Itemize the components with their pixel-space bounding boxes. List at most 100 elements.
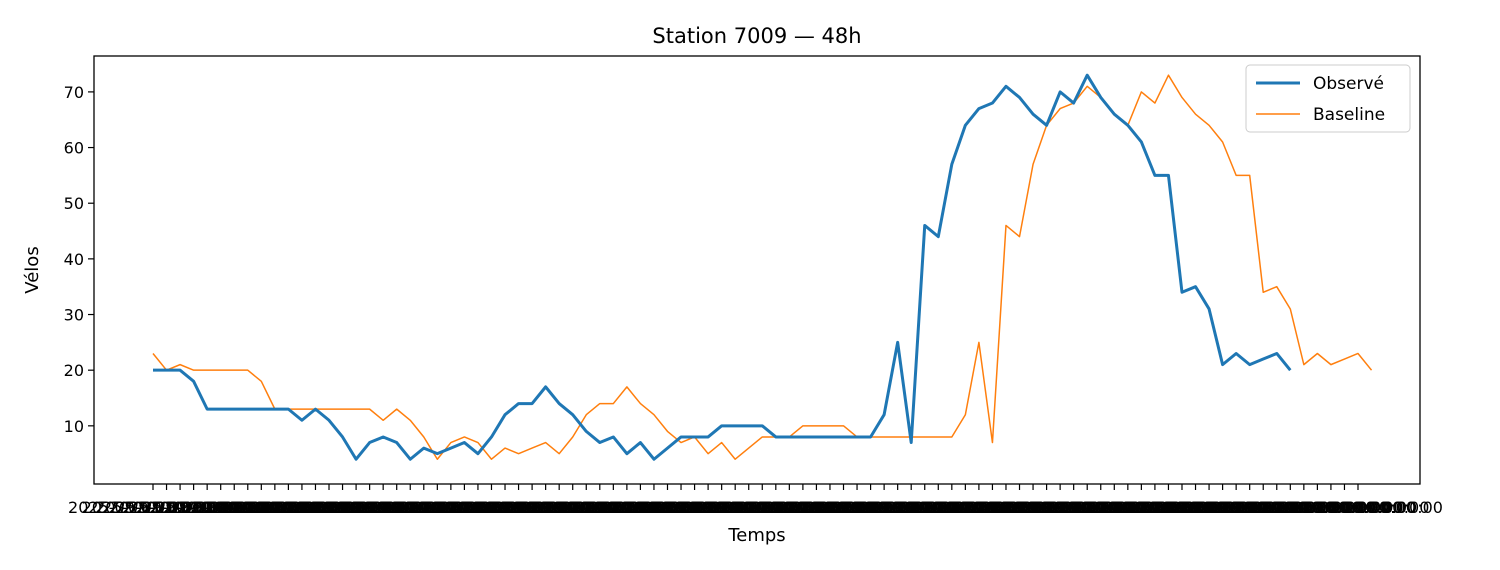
y-tick-label: 50 [64, 194, 84, 213]
x-tick-label: 2025-09-01 00:00:00 [853, 498, 1023, 517]
x-tick-label: 2025-09-01 00:00:00 [1232, 498, 1402, 517]
x-tick-label: 2025-09-01 00:00:00 [948, 498, 1118, 517]
legend-label-baseline: Baseline [1313, 105, 1385, 125]
x-tick-label: 2025-09-01 00:00:00 [1002, 498, 1172, 517]
x-tick-label: 2025-09-01 00:00:00 [650, 498, 820, 517]
plot-area-frame [93, 55, 1421, 485]
x-tick-label: 2025-09-01 00:00:00 [325, 498, 495, 517]
x-tick-label: 2025-09-01 00:00:00 [1070, 498, 1240, 517]
x-tick-label: 2025-09-01 00:00:00 [799, 498, 969, 517]
x-tick-label: 2025-09-01 00:00:00 [488, 498, 658, 517]
series-line-observe [153, 73, 1292, 461]
x-tick-label: 2025-09-01 00:00:00 [1151, 498, 1321, 517]
x-tick-label: 2025-09-01 00:00:00 [447, 498, 617, 517]
x-tick-label: 2025-09-01 00:00:00 [894, 498, 1064, 517]
x-tick-label: 2025-09-01 00:00:00 [176, 498, 346, 517]
x-tick-label: 2025-09-01 00:00:00 [637, 498, 807, 517]
x-tick-label: 2025-09-01 00:00:00 [1138, 498, 1308, 517]
x-tick-label: 2025-09-01 00:00:00 [907, 498, 1077, 517]
x-tick-label: 2025-09-01 00:00:00 [339, 498, 509, 517]
x-tick-label: 2025-09-01 00:00:00 [975, 498, 1145, 517]
x-tick-label: 2025-09-01 00:00:00 [420, 498, 590, 517]
x-tick-label: 2025-09-01 00:00:00 [1219, 498, 1389, 517]
x-tick-label: 2025-09-01 00:00:00 [528, 498, 698, 517]
x-tick-label: 2025-09-01 00:00:00 [298, 498, 468, 517]
x-tick-label: 2025-09-01 00:00:00 [840, 498, 1010, 517]
x-tick-label: 2025-09-01 00:00:00 [461, 498, 631, 517]
y-tick-label: 20 [64, 361, 84, 380]
x-tick-label: 2025-09-01 00:00:00 [677, 498, 847, 517]
x-tick-label: 2025-09-01 00:00:00 [474, 498, 644, 517]
x-tick-label: 2025-09-01 00:00:00 [231, 498, 401, 517]
y-tick-label: 10 [64, 417, 84, 436]
x-tick-label: 2025-09-01 00:00:00 [610, 498, 780, 517]
x-tick-label: 2025-09-01 00:00:00 [935, 498, 1105, 517]
x-tick-label: 2025-09-01 00:00:00 [623, 498, 793, 517]
x-tick-label: 2025-09-01 00:00:00 [271, 498, 441, 517]
x-tick-label: 2025-09-01 00:00:00 [1097, 498, 1267, 517]
x-tick-label: 2025-09-01 00:00:00 [826, 498, 996, 517]
x-tick-label: 2025-09-01 00:00:00 [867, 498, 1037, 517]
x-tick-label: 2025-09-01 00:00:00 [1124, 498, 1294, 517]
x-tick-label: 2025-09-01 00:00:00 [813, 498, 983, 517]
x-tick-label: 2025-09-01 00:00:00 [190, 498, 360, 517]
x-tick-label: 2025-09-01 00:00:00 [880, 498, 1050, 517]
x-tick-label: 2025-09-01 00:00:00 [68, 498, 238, 517]
x-tick-label: 2025-09-01 00:00:00 [759, 498, 929, 517]
x-tick-label: 2025-09-01 00:00:00 [109, 498, 279, 517]
y-tick-label: 60 [64, 139, 84, 158]
y-tick-label: 40 [64, 250, 84, 269]
x-tick-label: 2025-09-01 00:00:00 [1259, 498, 1429, 517]
x-tick-label: 2025-09-01 00:00:00 [704, 498, 874, 517]
x-tick-label: 2025-09-01 00:00:00 [1246, 498, 1416, 517]
x-tick-label: 2025-09-01 00:00:00 [921, 498, 1091, 517]
x-tick-label: 2025-09-01 00:00:00 [217, 498, 387, 517]
x-tick-label: 2025-09-01 00:00:00 [407, 498, 577, 517]
x-tick-label: 2025-09-01 00:00:00 [989, 498, 1159, 517]
x-tick-label: 2025-09-01 00:00:00 [1165, 498, 1335, 517]
x-tick-label: 2025-09-01 00:00:00 [122, 498, 292, 517]
x-tick-label: 2025-09-01 00:00:00 [596, 498, 766, 517]
x-tick-label: 2025-09-01 00:00:00 [393, 498, 563, 517]
x-tick-label: 2025-09-01 00:00:00 [501, 498, 671, 517]
x-tick-label: 2025-09-01 00:00:00 [555, 498, 725, 517]
y-axis-label: Vélos [22, 246, 43, 293]
legend: Observé Baseline [1245, 64, 1411, 133]
chart-title: Station 7009 — 48h [652, 24, 861, 48]
x-tick-label: 2025-09-01 00:00:00 [1205, 498, 1375, 517]
x-tick-label: 2025-09-01 00:00:00 [258, 498, 428, 517]
y-axis-ticks: 10 20 30 40 50 60 70 [64, 83, 94, 436]
x-tick-label: 2025-09-01 00:00:00 [352, 498, 522, 517]
x-tick-label: 2025-09-01 00:00:00 [82, 498, 252, 517]
x-tick-label: 2025-09-01 00:00:00 [366, 498, 536, 517]
x-tick-label: 2025-09-01 00:00:00 [203, 498, 373, 517]
x-tick-label: 2025-09-01 00:00:00 [379, 498, 549, 517]
x-tick-label: 2025-09-01 00:00:00 [1056, 498, 1226, 517]
x-tick-label: 2025-09-01 00:00:00 [664, 498, 834, 517]
x-tick-label: 2025-09-01 00:00:00 [731, 498, 901, 517]
y-tick-label: 30 [64, 306, 84, 325]
x-tick-label: 2025-09-01 00:00:00 [583, 498, 753, 517]
x-tick-label: 2025-09-01 00:00:00 [1029, 498, 1199, 517]
x-tick-label: 2025-09-01 00:00:00 [1273, 498, 1443, 517]
x-tick-label: 2025-09-01 00:00:00 [1178, 498, 1348, 517]
x-tick-label: 2025-09-01 00:00:00 [244, 498, 414, 517]
x-tick-label: 2025-09-01 00:00:00 [1016, 498, 1186, 517]
x-tick-label: 2025-09-01 00:00:00 [434, 498, 604, 517]
series-line-baseline [152, 74, 1373, 460]
x-tick-label: 2025-09-01 00:00:00 [772, 498, 942, 517]
x-tick-label: 2025-09-01 00:00:00 [962, 498, 1132, 517]
x-tick-label: 2025-09-01 00:00:00 [285, 498, 455, 517]
x-tick-label: 2025-09-01 00:00:00 [149, 498, 319, 517]
x-tick-label: 2025-09-01 00:00:00 [691, 498, 861, 517]
legend-label-observe: Observé [1313, 74, 1384, 94]
x-tick-label: 2025-09-01 00:00:00 [163, 498, 333, 517]
series-lines [152, 73, 1373, 461]
x-tick-label: 2025-09-01 00:00:00 [745, 498, 915, 517]
x-tick-label: 2025-09-01 00:00:00 [1083, 498, 1253, 517]
x-tick-label: 2025-09-01 00:00:00 [1111, 498, 1281, 517]
x-tick-label: 2025-09-01 00:00:00 [1192, 498, 1362, 517]
x-tick-label: 2025-09-01 00:00:00 [95, 498, 265, 517]
